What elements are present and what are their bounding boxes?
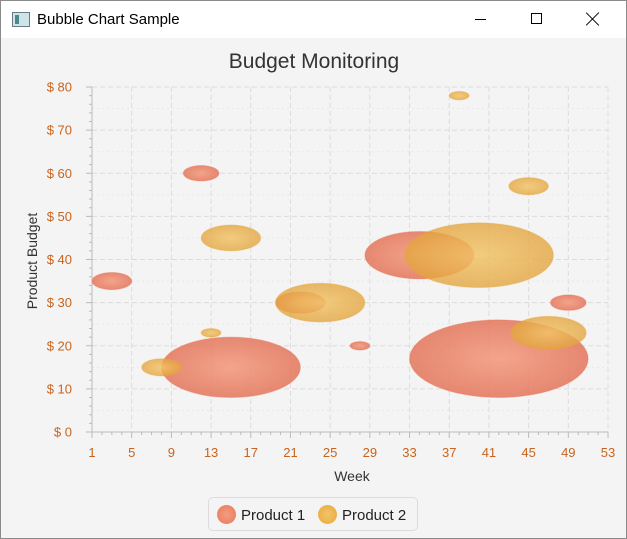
y-tick-label: $ 0 — [54, 425, 72, 440]
x-tick-label: 37 — [442, 445, 456, 460]
legend-label-product-2: Product 2 — [342, 507, 407, 524]
bubble-product-1 — [91, 271, 133, 291]
x-tick-label: 9 — [168, 445, 175, 460]
x-tick-label: 25 — [323, 445, 337, 460]
x-tick-label: 45 — [521, 445, 535, 460]
bubble-product-1 — [160, 336, 301, 398]
y-tick-label: $ 80 — [47, 80, 72, 95]
chart-bubbles — [91, 90, 589, 398]
close-button[interactable] — [565, 1, 621, 38]
x-tick-label: 21 — [283, 445, 297, 460]
y-tick-label: $ 40 — [47, 252, 72, 267]
x-tick-label: 13 — [204, 445, 218, 460]
x-tick-label: 29 — [363, 445, 377, 460]
bubble-product-2 — [275, 282, 366, 323]
x-axis-label: Week — [334, 468, 371, 484]
y-tick-label: $ 10 — [47, 381, 72, 396]
x-tick-label: 17 — [244, 445, 258, 460]
y-axis-label: Product Budget — [24, 213, 40, 310]
bubble-product-2 — [141, 358, 182, 377]
x-tick-label: 49 — [561, 445, 575, 460]
bubble-product-1 — [549, 294, 587, 311]
bubble-product-2 — [200, 328, 222, 338]
bubble-product-2 — [404, 222, 554, 289]
close-icon — [585, 11, 601, 27]
minimize-icon — [475, 19, 486, 20]
chart-axes: 1 5 9 13 17 21 25 29 33 37 41 45 49 53 $ 0 $ 10 $ 20 $ 30… — [47, 80, 616, 461]
x-tick-label: 33 — [402, 445, 416, 460]
title-bar[interactable]: Bubble Chart Sample — [1, 1, 626, 38]
bubble-product-2 — [448, 90, 470, 101]
y-tick-label: $ 60 — [47, 166, 72, 181]
x-tick-label: 53 — [601, 445, 615, 460]
bubble-product-2 — [508, 177, 549, 196]
legend-swatch-product-2 — [318, 505, 337, 524]
y-tick-label: $ 50 — [47, 209, 72, 224]
window-title: Bubble Chart Sample — [37, 11, 180, 28]
bubble-chart: Budget Monitoring 1 5 9 13 17 21 25 29 33 37 41 45 4… — [24, 50, 616, 484]
legend-label-product-1: Product 1 — [241, 507, 306, 524]
bubble-product-1 — [182, 164, 220, 182]
chart-title: Budget Monitoring — [229, 50, 399, 73]
minimize-button[interactable] — [453, 1, 509, 38]
maximize-icon — [531, 13, 542, 24]
bubble-product-2 — [510, 315, 587, 350]
legend-swatch-product-1 — [217, 505, 236, 524]
y-tick-label: $ 70 — [47, 123, 72, 138]
chart-legend: Product 1 Product 2 — [208, 497, 418, 531]
bubble-product-2 — [200, 224, 262, 252]
bubble-product-1 — [349, 340, 371, 351]
x-tick-label: 5 — [128, 445, 135, 460]
y-tick-label: $ 30 — [47, 295, 72, 310]
maximize-button[interactable] — [509, 1, 565, 38]
y-tick-label: $ 20 — [47, 338, 72, 353]
x-tick-label: 1 — [88, 445, 95, 460]
x-tick-label: 41 — [482, 445, 496, 460]
window-app-icon — [12, 12, 30, 27]
